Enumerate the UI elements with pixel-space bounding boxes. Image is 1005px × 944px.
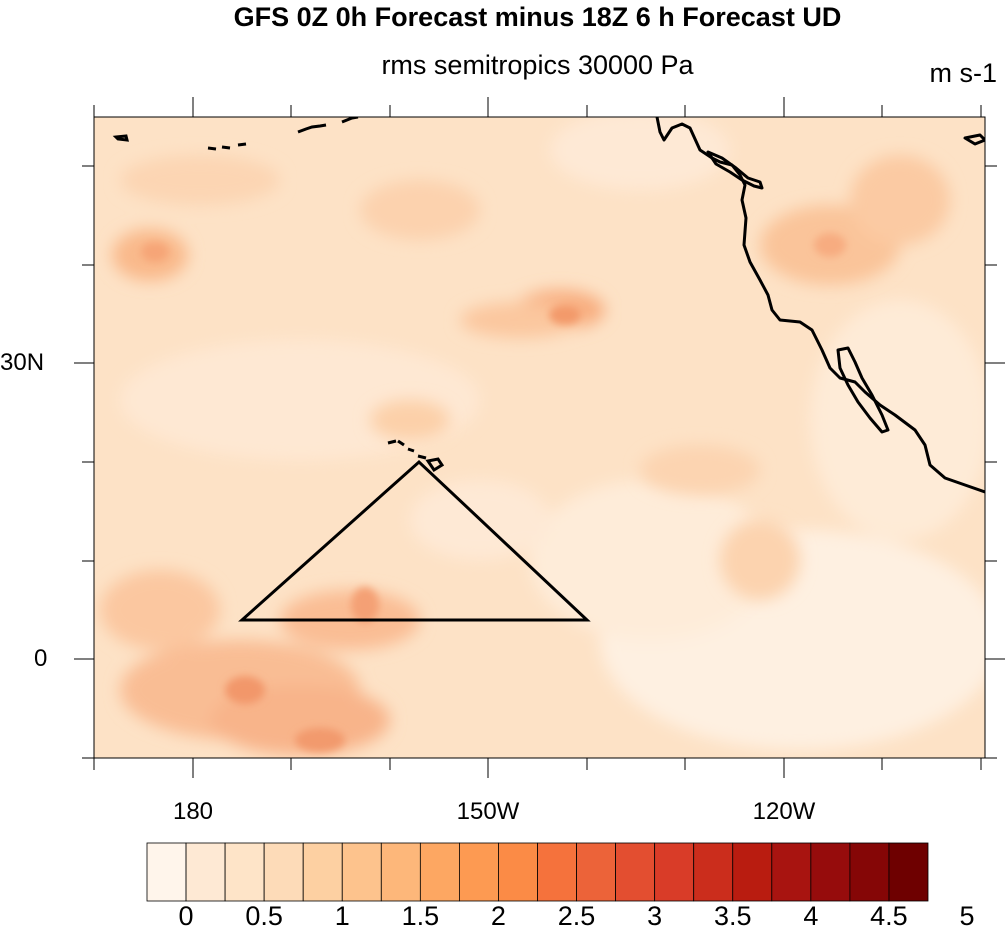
- axis-ticks: [74, 97, 1005, 778]
- colorbar-swatch: [732, 842, 773, 902]
- field-light-patches: [120, 117, 985, 750]
- units-label: m s-1: [929, 58, 998, 88]
- colorbar-label: 3.5: [713, 901, 752, 931]
- colorbar-label: 1.5: [401, 901, 440, 931]
- colorbar-swatch: [224, 842, 265, 902]
- colorbar-label: 4.5: [870, 901, 908, 931]
- map-frame: [93, 116, 986, 759]
- colorbar-swatch: [810, 842, 851, 902]
- colorbar-label: 1: [334, 901, 350, 931]
- rms-field: [94, 117, 985, 758]
- colorbar-swatch: [185, 842, 226, 902]
- lon-label-120w: 120W: [752, 798, 816, 825]
- coastline: [655, 117, 985, 494]
- colorbar-label: 0: [178, 901, 194, 931]
- colorbar-label: 3: [647, 901, 663, 931]
- map-subtitle: rms semitropics 30000 Pa: [381, 50, 694, 80]
- colorbar-swatch: [380, 842, 421, 902]
- colorbar-swatch: [888, 842, 929, 902]
- colorbar-swatch: [849, 842, 890, 902]
- colorbar-swatch: [146, 842, 187, 902]
- colorbar-swatch: [263, 842, 304, 902]
- lat-label-30n: 30N: [0, 349, 45, 376]
- colorbar: [146, 842, 929, 902]
- colorbar-label: 2: [490, 901, 506, 931]
- colorbar-label: 4: [803, 901, 819, 931]
- colorbar-swatch: [654, 842, 695, 902]
- colorbar-swatch: [458, 842, 499, 902]
- lon-label-150w: 150W: [456, 798, 520, 825]
- colorbar-swatch: [498, 842, 538, 902]
- colorbar-swatch: [771, 842, 812, 902]
- colorbar-swatch: [419, 842, 460, 902]
- colorbar-swatch: [693, 842, 734, 902]
- lon-label-180: 180: [172, 798, 214, 825]
- colorbar-swatch: [341, 842, 382, 902]
- colorbar-label: 0.5: [245, 901, 283, 931]
- colorbar-swatch: [615, 842, 656, 902]
- region-triangle: [238, 459, 591, 622]
- colorbar-label: 2.5: [557, 901, 596, 931]
- colorbar-swatch: [537, 842, 577, 902]
- colorbar-swatch: [302, 842, 343, 902]
- colorbar-swatch: [576, 842, 616, 902]
- lat-label-0: 0: [34, 645, 48, 672]
- map-title: GFS 0Z 0h Forecast minus 18Z 6 h Forecas…: [233, 2, 842, 32]
- field-hotspots: [141, 233, 846, 752]
- colorbar-label: 5: [959, 901, 975, 931]
